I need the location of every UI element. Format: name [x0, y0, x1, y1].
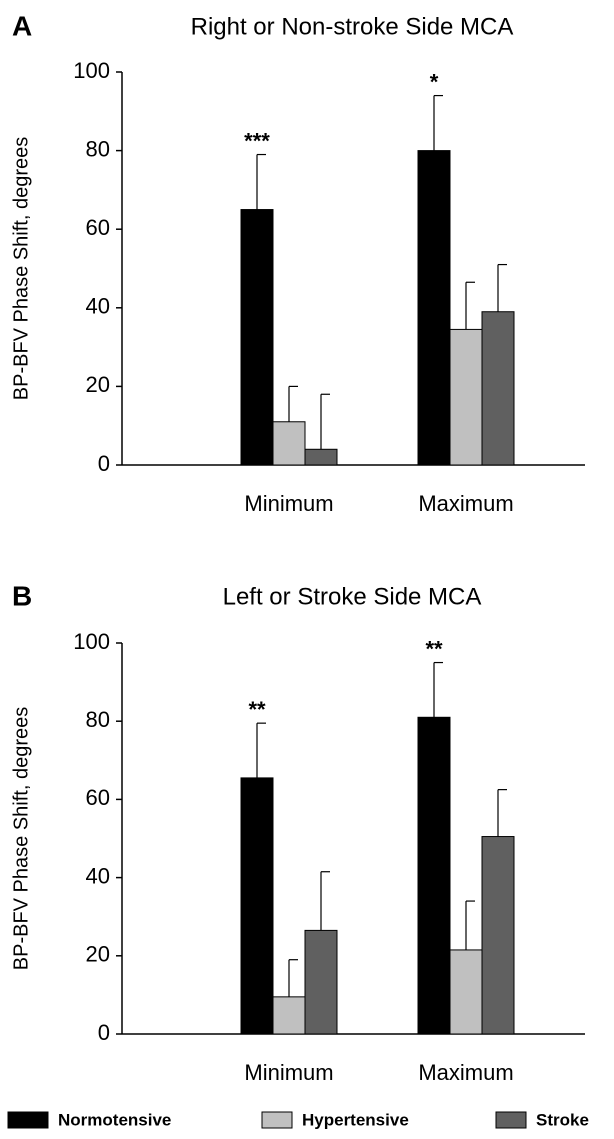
- y-tick-label: 60: [86, 785, 110, 810]
- significance: ***: [244, 128, 270, 153]
- bar: [304, 448, 338, 466]
- bar: [481, 311, 515, 466]
- y-tick-label: 100: [73, 58, 110, 83]
- y-tick-label: 40: [86, 294, 110, 319]
- x-tick-label: Maximum: [418, 491, 513, 516]
- bar: [449, 328, 483, 466]
- x-tick-label: Minimum: [244, 1060, 333, 1085]
- bar: [449, 949, 483, 1035]
- chart-title: Right or Non-stroke Side MCA: [191, 13, 514, 40]
- significance: **: [425, 636, 443, 661]
- legend-swatch: [7, 1111, 49, 1129]
- y-tick-label: 80: [86, 136, 110, 161]
- y-tick-label: 20: [86, 372, 110, 397]
- y-tick-label: 0: [98, 451, 110, 476]
- panel-label: B: [12, 580, 32, 611]
- y-tick-label: 20: [86, 942, 110, 967]
- legend-label: Stroke: [536, 1110, 589, 1129]
- panel-label: A: [12, 10, 32, 41]
- y-tick-label: 60: [86, 215, 110, 240]
- y-axis-label: BP-BFV Phase Shift, degrees: [10, 137, 32, 400]
- y-tick-label: 40: [86, 863, 110, 888]
- legend-label: Normotensive: [58, 1110, 171, 1129]
- bar: [417, 150, 451, 466]
- bar: [417, 716, 451, 1035]
- bar: [272, 421, 306, 466]
- legend-swatch: [261, 1111, 293, 1129]
- bar: [304, 929, 338, 1035]
- y-tick-label: 80: [86, 707, 110, 732]
- bar: [272, 996, 306, 1035]
- legend-label: Hypertensive: [302, 1110, 409, 1129]
- legend-swatch: [495, 1111, 527, 1129]
- bar: [240, 209, 274, 466]
- x-tick-label: Maximum: [418, 1060, 513, 1085]
- y-tick-label: 100: [73, 629, 110, 654]
- y-tick-label: 0: [98, 1020, 110, 1045]
- significance: **: [248, 697, 266, 722]
- bar: [481, 836, 515, 1035]
- chart-title: Left or Stroke Side MCA: [223, 583, 482, 610]
- y-axis-label: BP-BFV Phase Shift, degrees: [10, 707, 32, 970]
- bar: [240, 777, 274, 1035]
- x-tick-label: Minimum: [244, 491, 333, 516]
- significance: *: [430, 69, 439, 94]
